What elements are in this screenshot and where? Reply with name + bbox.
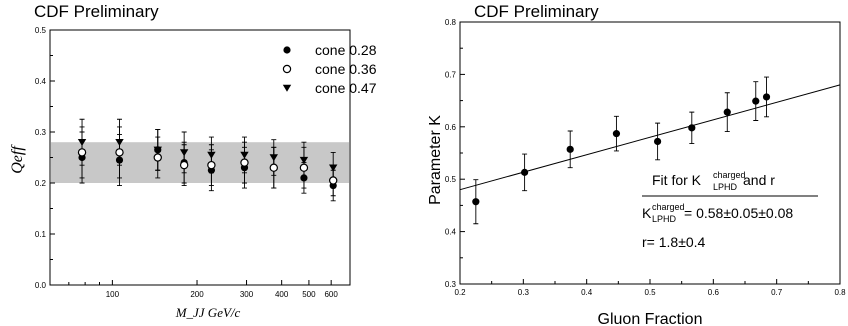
y-tick-label: 0.5: [35, 26, 47, 35]
data-point: [240, 151, 249, 159]
x-tick-label: 500: [302, 290, 316, 299]
legend-label: cone 0.36: [315, 61, 377, 77]
data-point: [269, 154, 278, 162]
data-point: [153, 153, 162, 162]
data-point: [762, 93, 771, 101]
y-tick-label: 0.0: [35, 281, 47, 290]
fit-annotation: Fit for K charged LPHD and r K charged L…: [642, 170, 818, 250]
data-point: [179, 149, 189, 157]
chart-left-x-axis: 100 200 300 400 500 600: [68, 280, 338, 299]
x-tick-label: 100: [106, 290, 120, 299]
data-point: [612, 130, 621, 138]
data-point: [240, 158, 249, 167]
data-point: [179, 160, 189, 170]
chart-left-x-label: M_JJ GeV/c: [175, 305, 241, 320]
chart-left-y-axis: 0.0 0.1 0.2 0.3 0.4 0.5: [35, 26, 55, 290]
chart-right-data: [472, 76, 771, 225]
data-point: [299, 163, 309, 172]
fit-k-value: = 0.58±0.05±0.08: [684, 205, 793, 221]
y-tick-label: 0.3: [35, 128, 47, 137]
data-point: [566, 145, 574, 153]
data-point: [654, 137, 662, 146]
x-tick-label: 0.5: [644, 288, 656, 297]
x-tick-label: 300: [240, 290, 254, 299]
data-point: [328, 176, 338, 185]
chart-left-data: [77, 118, 338, 202]
fit-k-sub: LPHD: [652, 214, 677, 224]
x-tick-label: 0.2: [454, 288, 466, 297]
chart-right-title: CDF Preliminary: [474, 2, 599, 21]
x-tick-label: 0.3: [518, 288, 530, 297]
fit-line: [459, 84, 841, 191]
x-tick-label: 0.7: [771, 288, 783, 297]
fit-k-symbol: K: [642, 205, 652, 221]
chart-left-band: [51, 142, 349, 183]
x-tick-label: 400: [275, 290, 289, 299]
data-point: [300, 174, 308, 182]
data-point: [723, 108, 731, 116]
x-tick-label: 0.8: [834, 288, 846, 297]
y-tick-label: 0.6: [445, 123, 457, 132]
data-point: [688, 124, 696, 132]
data-point: [299, 156, 309, 164]
data-point: [115, 148, 124, 157]
y-tick-label: 0.4: [35, 77, 47, 86]
chart-right-y-axis: 0.3 0.4 0.5 0.6 0.7 0.8: [445, 18, 465, 289]
fit-heading-sub: LPHD: [713, 182, 738, 192]
y-tick-label: 0.4: [445, 228, 457, 237]
chart-right-y-label: Parameter K: [427, 115, 444, 205]
chart-left-y-label: Qeff: [9, 144, 26, 174]
y-tick-label: 0.8: [445, 18, 457, 27]
data-point: [752, 97, 760, 105]
x-tick-label: 200: [190, 290, 204, 299]
legend-label: cone 0.47: [315, 80, 377, 96]
chart-left-title: CDF Preliminary: [34, 2, 159, 21]
data-point: [328, 164, 338, 172]
data-point: [77, 148, 87, 157]
x-tick-label: 0.4: [581, 288, 593, 297]
data-point: [207, 151, 216, 159]
y-tick-label: 0.1: [35, 230, 47, 239]
x-tick-label: 0.6: [708, 288, 720, 297]
legend-marker: [282, 84, 292, 92]
data-point: [472, 198, 480, 206]
y-tick-label: 0.2: [35, 179, 47, 188]
chart-right: CDF Preliminary 0.30.40.50.60.70.8 0.2 0.…: [427, 2, 846, 326]
data-point: [115, 156, 124, 164]
x-tick-label: 600: [324, 290, 338, 299]
data-point: [269, 163, 278, 172]
fit-k-sup: charged: [652, 202, 685, 212]
legend-label: cone 0.28: [315, 42, 377, 58]
chart-left: CDF Preliminary 0.0 0.1 0.2 0.3 0.4 0.5 100 20…: [9, 2, 377, 320]
data-point: [207, 160, 216, 170]
chart-left-legend: cone 0.28 cone 0.36 cone 0.47: [282, 42, 377, 96]
fit-heading-sup: charged: [713, 170, 746, 180]
chart-right-x-axis: 0.2 0.3 0.4 0.5 0.6 0.7 0.8: [454, 279, 846, 297]
data-point: [77, 139, 87, 146]
data-point: [115, 139, 124, 146]
y-tick-label: 0.5: [445, 175, 457, 184]
data-point: [521, 168, 529, 176]
chart-right-x-label: Gluon Fraction: [598, 311, 703, 326]
fit-heading-tail: and r: [743, 172, 775, 188]
data-point: [153, 146, 162, 154]
y-tick-label: 0.7: [445, 70, 457, 79]
legend-marker: [283, 46, 291, 54]
y-tick-label: 0.3: [445, 280, 457, 289]
legend-marker: [282, 64, 292, 74]
fit-r-value: r= 1.8±0.4: [642, 234, 706, 250]
fit-heading: Fit for K: [652, 172, 702, 188]
